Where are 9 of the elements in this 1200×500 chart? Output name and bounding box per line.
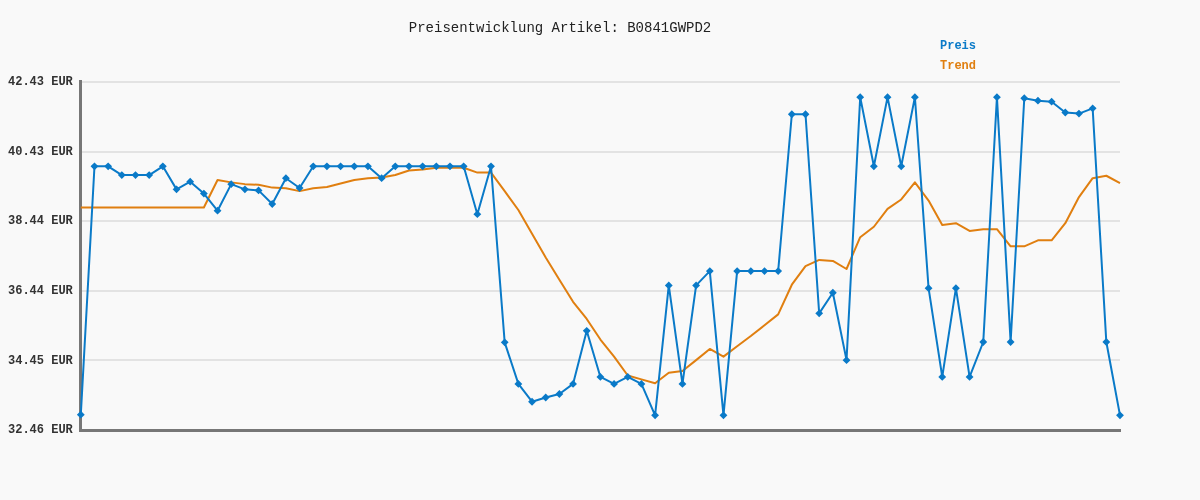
y-tick-label: 34.45 EUR bbox=[8, 353, 74, 368]
y-tick-label: 36.44 EUR bbox=[8, 284, 74, 299]
text: Preis bbox=[940, 38, 977, 55]
y-tick-label: 32.46 EUR bbox=[8, 423, 74, 438]
y-tick-label: 38.44 EUR bbox=[8, 214, 74, 229]
text: Trend bbox=[940, 58, 977, 75]
y-tick-label: 40.43 EUR bbox=[8, 144, 74, 159]
chart-title: Preisentwicklung Artikel: B0841GWPD2 bbox=[408, 20, 712, 37]
y-tick-label: 42.43 EUR bbox=[8, 74, 74, 89]
